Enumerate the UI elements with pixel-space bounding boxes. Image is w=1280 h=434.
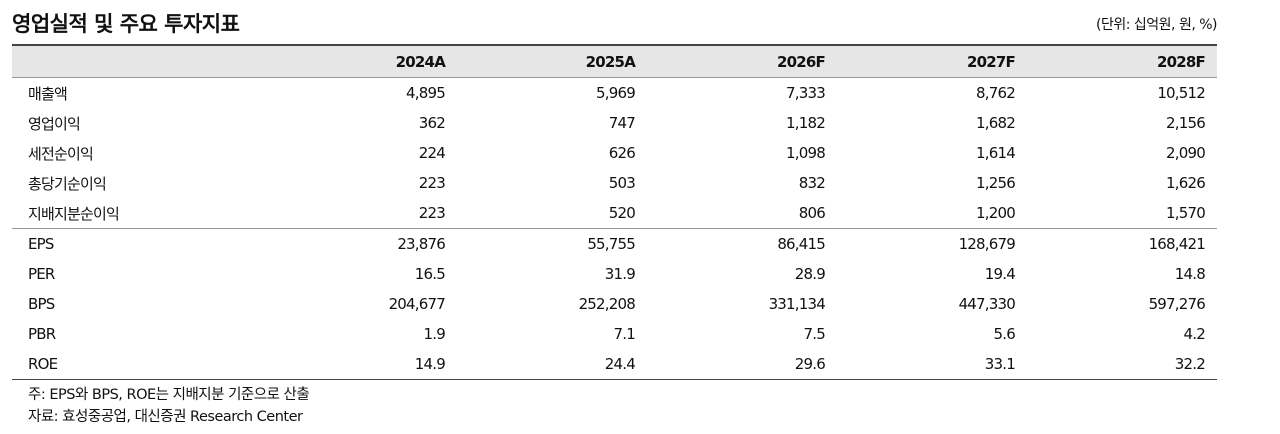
row-label: PBR	[28, 325, 56, 343]
cell: 8,762	[976, 84, 1016, 102]
row-label: PER	[28, 265, 55, 283]
cell: 55,755	[587, 235, 635, 253]
cell: 1,614	[976, 144, 1016, 162]
cell: 1,626	[1166, 174, 1206, 192]
row-label: ROE	[28, 355, 58, 373]
note: 자료: 효성중공업, 대신증권 Research Center	[28, 409, 303, 425]
cell: 1,570	[1166, 204, 1206, 222]
row-label: 매출액	[28, 84, 68, 103]
row-label: 영업이익	[28, 114, 81, 133]
header-cell: 2026F	[647, 45, 837, 78]
cell: 252,208	[578, 295, 636, 313]
header-cell: 2028F	[1027, 45, 1217, 78]
cell: 4.2	[1183, 325, 1206, 343]
row: ROE 14.9 24.4 29.6 33.1 32.2	[12, 349, 1217, 380]
cell: 24.4	[604, 355, 636, 373]
title: 영업실적 및 주요 투자지표	[12, 12, 240, 36]
cell: 1,200	[976, 204, 1016, 222]
cell: 223	[418, 204, 446, 222]
cell: 1,182	[786, 114, 826, 132]
cell: 4,895	[406, 84, 446, 102]
note: 주: EPS와 BPS, ROE는 지배지분 기준으로 산출	[28, 387, 310, 403]
cell: 597,276	[1148, 295, 1206, 313]
table-header: 2024A 2025A 2026F 2027F 2028F	[12, 45, 1217, 78]
header-cell: 2024A	[267, 45, 457, 78]
cell: 447,330	[958, 295, 1016, 313]
cell: 19.4	[984, 265, 1016, 283]
cell: 128,679	[958, 235, 1016, 253]
cell: 503	[608, 174, 636, 192]
unit: (단위: 십억원, 원, %)	[1096, 17, 1217, 33]
cell: 806	[798, 204, 826, 222]
cell: 16.5	[414, 265, 446, 283]
cell: 626	[608, 144, 636, 162]
cell: 29.6	[794, 355, 826, 373]
header-row: 2024A 2025A 2026F 2027F 2028F	[12, 45, 1217, 78]
cell: 331,134	[768, 295, 826, 313]
row: EPS 23,876 55,755 86,415 128,679 168,421	[12, 229, 1217, 260]
cell: 747	[608, 114, 636, 132]
cell: 1,682	[976, 114, 1016, 132]
row-group: EPS 23,876 55,755 86,415 128,679 168,421 PER 16…	[12, 228, 1217, 380]
cell: 2,156	[1166, 114, 1206, 132]
cell: 32.2	[1174, 355, 1206, 373]
row-label: EPS	[28, 235, 54, 253]
cell: 5,969	[596, 84, 636, 102]
cell: 362	[418, 114, 446, 132]
cell: 14.8	[1174, 265, 1206, 283]
cell: 832	[798, 174, 826, 192]
row: 영업이익 362 747 1,182 1,682 2,156	[12, 108, 1217, 138]
cell: 520	[608, 204, 636, 222]
cell: 7,333	[786, 84, 826, 102]
row: 매출액 4,895 5,969 7,333 8,762 10,512	[12, 78, 1217, 109]
cell: 223	[418, 174, 446, 192]
cell: 28.9	[794, 265, 826, 283]
cell: 23,876	[397, 235, 445, 253]
header-cell: 2027F	[837, 45, 1027, 78]
cell: 1,098	[786, 144, 826, 162]
cell: 1.9	[423, 325, 446, 343]
cell: 86,415	[777, 235, 825, 253]
cell: 2,090	[1166, 144, 1206, 162]
row-label: 총당기순이익	[28, 174, 107, 193]
row: BPS 204,677 252,208 331,134 447,330 597,276	[12, 289, 1217, 319]
row: 세전순이익 224 626 1,098 1,614 2,090	[12, 138, 1217, 168]
row: 지배지분순이익 223 520 806 1,200 1,570	[12, 198, 1217, 229]
cell: 33.1	[984, 355, 1016, 373]
table: 2024A 2025A 2026F 2027F 2028F 매출액 4,895 5,969 7,…	[12, 44, 1217, 380]
cell: 7.5	[803, 325, 826, 343]
row-label: 지배지분순이익	[28, 204, 120, 223]
cell: 204,677	[388, 295, 446, 313]
row-label: BPS	[28, 295, 55, 313]
cell: 7.1	[613, 325, 636, 343]
cell: 1,256	[976, 174, 1016, 192]
cell: 14.9	[414, 355, 446, 373]
row: PBR 1.9 7.1 7.5 5.6 4.2	[12, 319, 1217, 349]
row-label: 세전순이익	[28, 144, 94, 163]
row: PER 16.5 31.9 28.9 19.4 14.8	[12, 259, 1217, 289]
row: 총당기순이익 223 503 832 1,256 1,626	[12, 168, 1217, 198]
cell: 168,421	[1148, 235, 1206, 253]
cell: 10,512	[1157, 84, 1205, 102]
header-cell: 2025A	[457, 45, 647, 78]
row-group: 매출액 4,895 5,969 7,333 8,762 10,512 영업이익 362 747 1…	[12, 77, 1217, 229]
header-cell	[12, 45, 267, 78]
cell: 224	[418, 144, 446, 162]
cell: 5.6	[993, 325, 1016, 343]
cell: 31.9	[604, 265, 636, 283]
